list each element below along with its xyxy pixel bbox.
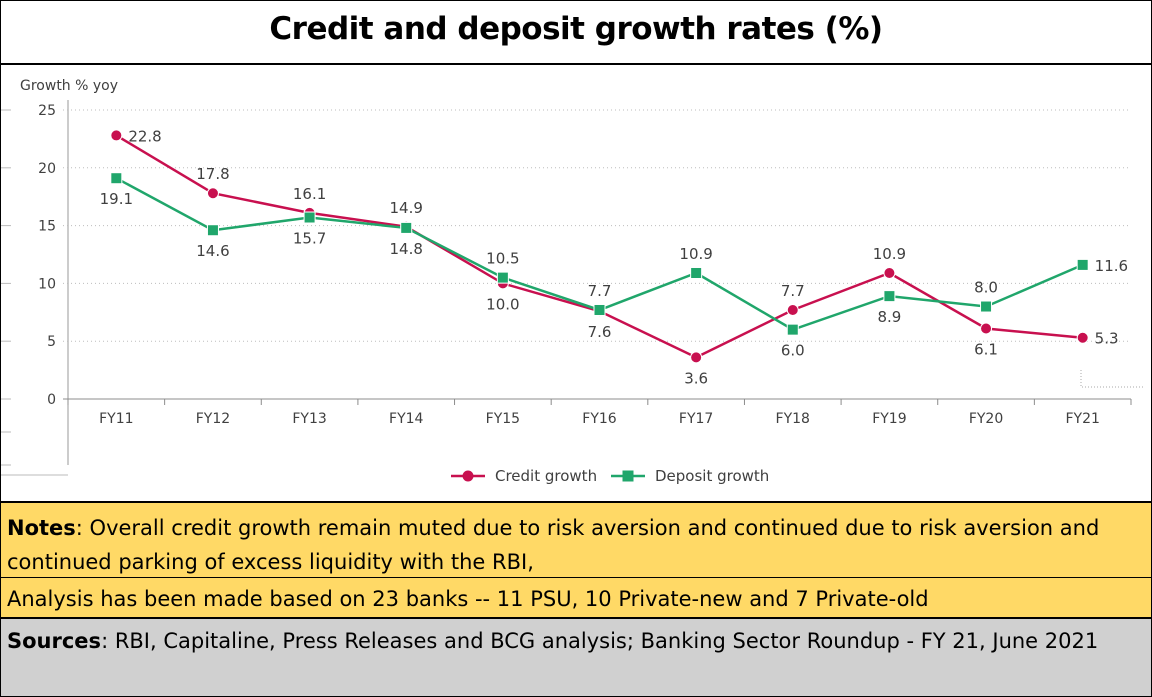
y-tick-label: 25 [38,103,56,119]
credit-data-label: 22.8 [128,127,161,145]
deposit-point [110,172,123,185]
x-tick-label: FY21 [1065,411,1099,427]
deposit-data-label: 10.5 [486,250,519,268]
deposit-point [690,266,703,279]
deposit-point [980,300,993,313]
x-tick-label: FY17 [679,411,713,427]
sources-label: Sources [7,629,102,653]
notes-text: : Overall credit growth remain muted due… [7,516,1100,574]
deposit-point [496,271,509,284]
credit-point [110,129,123,142]
credit-data-label: 10.9 [873,245,906,263]
sources-text: : RBI, Capitaline, Press Releases and BC… [101,629,1099,653]
legend-label-deposit: Deposit growth [655,467,769,485]
corner-bracket [1080,370,1143,388]
y-axis-label: Growth % yoy [20,78,118,94]
deposit-data-label: 15.7 [293,230,326,248]
credit-data-label: 17.8 [196,165,229,183]
deposit-point [1076,258,1089,271]
deposit-data-label: 7.7 [588,282,612,300]
deposit-data-label: 11.6 [1095,257,1128,275]
deposit-data-label: 8.0 [974,279,998,297]
notes-box: Notes: Overall credit growth remain mute… [1,501,1151,578]
credit-point [883,266,896,279]
credit-data-label: 7.6 [588,323,612,341]
deposit-point [786,323,799,336]
credit-data-label: 5.3 [1095,330,1119,348]
legend-label-credit: Credit growth [495,467,597,485]
x-tick-label: FY19 [872,411,906,427]
legend-marker-credit [462,470,474,482]
x-tick-label: FY13 [292,411,326,427]
chart-title: Credit and deposit growth rates (%) [269,11,883,47]
deposit-data-label: 14.6 [196,242,229,260]
deposit-data-label: 8.9 [877,308,901,326]
credit-point [980,322,993,335]
deposit-point [400,221,413,234]
x-tick-label: FY12 [196,411,230,427]
credit-data-label: 3.6 [684,369,708,387]
y-tick-label: 10 [38,276,56,292]
deposit-point [206,224,219,237]
analysis-box: Analysis has been made based on 23 banks… [1,578,1151,619]
analysis-text: Analysis has been made based on 23 banks… [7,587,929,611]
deposit-point [303,211,316,224]
credit-data-label: 6.1 [974,340,998,358]
notes-label: Notes [7,516,76,540]
sources-box: Sources: RBI, Capitaline, Press Releases… [1,619,1151,696]
deposit-data-label: 6.0 [781,342,805,360]
y-tick-label: 15 [38,219,56,235]
x-tick-label: FY11 [99,411,133,427]
title-bar: Credit and deposit growth rates (%) [1,1,1151,65]
credit-point [206,187,219,200]
x-tick-label: FY15 [486,411,520,427]
legend-marker-deposit [622,470,634,482]
x-tick-label: FY20 [969,411,1003,427]
credit-data-label: 16.1 [293,185,326,203]
x-tick-label: FY18 [776,411,810,427]
y-tick-label: 20 [38,161,56,177]
chart-area: 0 5 10 15 20 25 Growth % yoy FY11 FY12 FY13 FY14 FY… [1,65,1151,501]
y-tick-label: 5 [47,334,56,350]
deposit-point [593,303,606,316]
x-tick-label: FY16 [582,411,617,427]
line-chart: 0 5 10 15 20 25 Growth % yoy FY11 FY12 FY13 FY14 FY… [1,78,1143,485]
credit-point [786,303,799,316]
deposit-data-label: 10.9 [679,245,712,263]
deposit-data-label: 14.8 [390,240,423,258]
deposit-point [883,290,896,303]
x-tick-label: FY14 [389,411,424,427]
credit-data-label: 10.0 [486,295,519,313]
credit-data-label: 7.7 [781,282,805,300]
y-tick-label: 0 [47,392,56,408]
credit-point [690,351,703,364]
credit-data-label: 14.9 [390,199,423,217]
deposit-data-label: 19.1 [100,190,133,208]
credit-point [1076,331,1089,344]
